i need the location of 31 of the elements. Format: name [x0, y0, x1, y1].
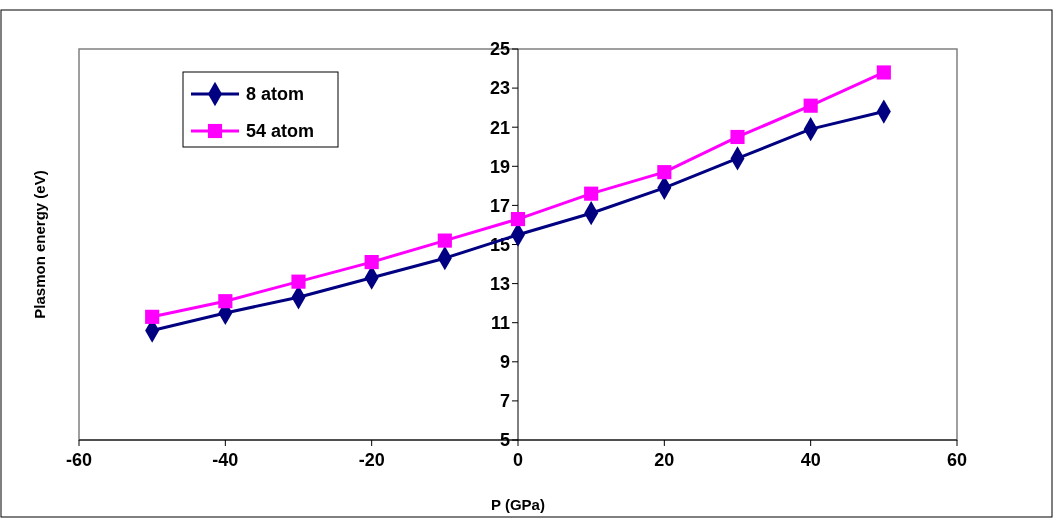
x-tick-label: 40 — [800, 450, 821, 470]
point — [510, 212, 526, 227]
y-tick-label: 7 — [499, 391, 510, 412]
point — [803, 98, 818, 113]
y-tick-label: 19 — [489, 156, 510, 177]
x-tick-label: 0 — [512, 450, 524, 470]
x-tick-label: -40 — [212, 450, 239, 470]
point — [145, 309, 160, 324]
point — [291, 274, 306, 289]
x-axis-title: P (GPa) — [491, 496, 545, 513]
y-tick-label: 11 — [490, 313, 510, 333]
point — [730, 129, 745, 145]
y-tick-label: 25 — [489, 39, 510, 60]
x-tick-label: -60 — [65, 450, 93, 470]
y-tick-label: 13 — [489, 273, 510, 294]
x-tick-label: 60 — [946, 450, 968, 470]
legend-label: 54 atom — [246, 121, 315, 142]
point — [584, 186, 599, 201]
y-axis-title: Plasmon energy (eV) — [31, 170, 48, 319]
point — [218, 294, 233, 309]
x-tick-label: 20 — [654, 450, 675, 470]
y-tick-label: 17 — [489, 195, 510, 216]
point — [657, 165, 672, 180]
point — [364, 255, 379, 270]
point — [437, 233, 452, 248]
legend-label: 8 atom — [246, 84, 305, 105]
y-tick-label: 23 — [489, 78, 510, 99]
y-tick-label: 21 — [489, 117, 510, 138]
x-tick-label: -20 — [358, 450, 385, 470]
point — [876, 65, 891, 80]
y-tick-label: 9 — [499, 352, 510, 373]
